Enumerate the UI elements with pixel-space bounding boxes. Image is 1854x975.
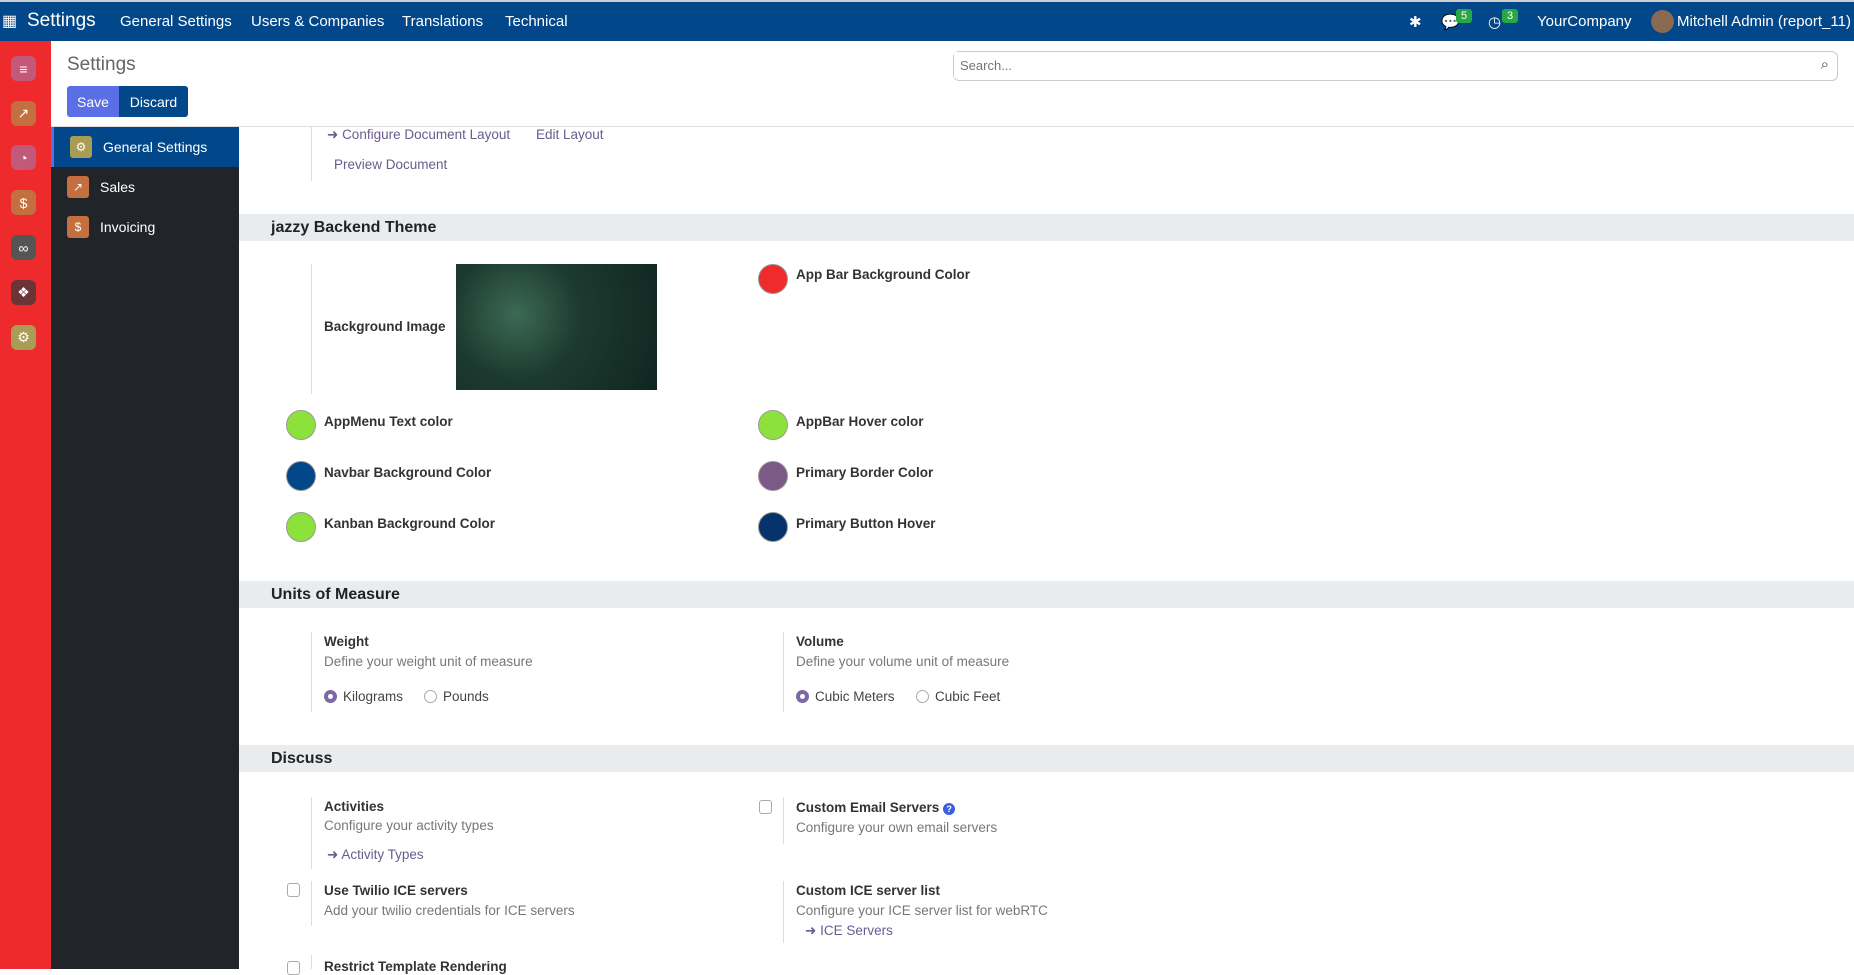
ice-server-list-label: Custom ICE server list [796,883,941,898]
divider [783,881,784,943]
search-icon[interactable]: ⌕ [1820,56,1829,73]
navbar-bg-color-swatch[interactable] [286,461,316,491]
invoicing-icon[interactable]: $ [11,190,36,215]
cubic-feet-label[interactable]: Cubic Feet [935,689,1001,704]
kanban-bg-color-swatch[interactable] [286,512,316,542]
pounds-radio[interactable] [424,690,437,703]
messages-icon[interactable]: 💬 [1441,14,1460,31]
primary-button-hover-label: Primary Button Hover [796,516,936,531]
control-panel: Settings Save Discard ⌕ [51,41,1854,127]
apps-icon[interactable]: ❖ [11,280,36,305]
activities-desc: Configure your activity types [324,818,494,833]
search-input[interactable] [954,52,1794,78]
sidebar-item-general-settings[interactable]: ⚙ General Settings [51,127,239,167]
restrict-template-checkbox[interactable] [287,961,300,975]
volume-desc: Define your volume unit of measure [796,654,1010,669]
sidebar-item-label: Sales [100,179,136,195]
navbar-bg-color-label: Navbar Background Color [324,465,492,480]
debug-bug-icon[interactable]: ✱ [1409,14,1422,31]
restrict-template-label: Restrict Template Rendering [324,959,507,974]
custom-email-servers-checkbox[interactable] [759,800,772,814]
divider [311,955,312,969]
twilio-label: Use Twilio ICE servers [324,883,468,898]
settings-sidebar: ⚙ General Settings ↗ Sales $ Invoicing [51,127,239,969]
divider [311,127,312,181]
pounds-label[interactable]: Pounds [443,689,489,704]
volume-label: Volume [796,634,844,649]
page-title: Settings [67,54,136,75]
twilio-checkbox[interactable] [287,883,300,897]
divider [311,881,312,926]
cubic-meters-label[interactable]: Cubic Meters [815,689,895,704]
weight-desc: Define your weight unit of measure [324,654,533,669]
kilograms-label[interactable]: Kilograms [343,689,404,704]
app-bar-bg-color-label: App Bar Background Color [796,267,971,282]
sales-icon: ↗ [67,176,89,198]
discard-button[interactable]: Discard [119,86,188,117]
twilio-desc: Add your twilio credentials for ICE serv… [324,903,575,918]
configure-document-layout-link[interactable]: ➜ Configure Document Layout [327,127,511,142]
settings-icon[interactable]: ⚙ [11,325,36,350]
section-jazzy-theme: jazzy Backend Theme [239,214,1854,241]
activities-clock-icon[interactable]: ◷ [1488,14,1502,31]
sales-icon[interactable]: ↗ [11,101,36,126]
app-title: Settings [27,10,96,31]
divider [311,264,312,394]
kanban-bg-color-label: Kanban Background Color [324,516,496,531]
top-navbar: ▦ Settings General Settings Users & Comp… [0,0,1854,41]
appmenu-text-color-label: AppMenu Text color [324,414,453,429]
app-menu-icon[interactable]: ▦ [2,13,18,30]
messages-badge: 5 [1456,9,1473,23]
dashboard-icon[interactable]: ◔ [11,145,36,170]
appbar-hover-color-label: AppBar Hover color [796,414,924,429]
background-image-label: Background Image [324,319,446,334]
company-switcher[interactable]: YourCompany [1537,13,1632,30]
app-bar-bg-color-swatch[interactable] [758,264,788,294]
kilograms-radio[interactable] [324,690,337,703]
ice-server-list-desc: Configure your ICE server list for webRT… [796,903,1048,918]
section-units-of-measure: Units of Measure [239,581,1854,608]
invoicing-icon: $ [67,216,89,238]
menu-technical[interactable]: Technical [505,13,568,30]
divider [783,797,784,844]
activity-types-link[interactable]: ➜ Activity Types [327,847,424,862]
custom-email-servers-label: Custom Email Servers ? [796,800,956,815]
section-discuss: Discuss [239,745,1854,772]
help-icon[interactable]: ? [943,803,956,815]
menu-users-companies[interactable]: Users & Companies [251,13,385,30]
primary-border-color-swatch[interactable] [758,461,788,491]
user-menu[interactable]: Mitchell Admin (report_11) [1677,13,1851,30]
menu-translations[interactable]: Translations [402,13,484,30]
gear-icon: ⚙ [70,136,92,158]
edit-layout-link[interactable]: Edit Layout [536,127,604,142]
weight-label: Weight [324,634,369,649]
preview-document-link[interactable]: Preview Document [334,157,448,172]
sidebar-item-label: General Settings [103,139,208,155]
divider [311,797,312,869]
custom-email-servers-desc: Configure your own email servers [796,820,998,835]
sidebar-item-sales[interactable]: ↗ Sales [51,167,239,207]
cubic-feet-radio[interactable] [916,690,929,703]
save-button[interactable]: Save [67,86,119,117]
sidebar-item-label: Invoicing [100,219,156,235]
appmenu-text-color-swatch[interactable] [286,410,316,440]
background-image-preview[interactable] [456,264,657,390]
search-box[interactable]: ⌕ [953,51,1838,81]
discuss-icon[interactable]: ≡ [11,56,36,81]
primary-button-hover-swatch[interactable] [758,512,788,542]
divider [311,632,312,712]
sidebar-item-invoicing[interactable]: $ Invoicing [51,207,239,247]
app-rail: ≡ ↗ ◔ $ ∞ ❖ ⚙ [0,41,51,969]
activities-label: Activities [324,799,385,814]
ice-servers-link[interactable]: ➜ ICE Servers [805,923,893,938]
activities-badge: 3 [1502,9,1519,23]
link-icon[interactable]: ∞ [11,235,36,260]
cubic-meters-radio[interactable] [796,690,809,703]
divider [783,632,784,712]
primary-border-color-label: Primary Border Color [796,465,934,480]
menu-general-settings[interactable]: General Settings [120,13,232,30]
user-avatar[interactable] [1651,10,1674,33]
appbar-hover-color-swatch[interactable] [758,410,788,440]
